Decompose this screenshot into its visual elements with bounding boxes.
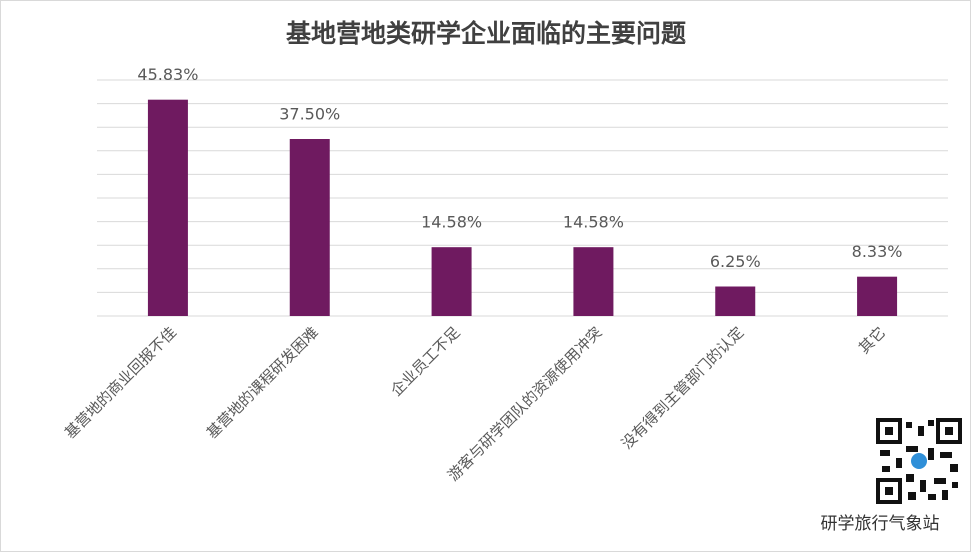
bar: [431, 247, 472, 316]
bar: [573, 247, 614, 316]
value-label: 8.33%: [852, 242, 903, 261]
value-label: 14.58%: [563, 213, 624, 232]
bar: [857, 276, 898, 316]
bar: [289, 139, 330, 316]
bar: [147, 99, 188, 316]
value-label: 14.58%: [421, 213, 482, 232]
value-label: 45.83%: [137, 65, 198, 84]
watermark: 研学旅行气象站: [821, 514, 940, 534]
value-label: 6.25%: [710, 252, 761, 271]
value-label: 37.50%: [279, 105, 340, 124]
chart-title: 基地营地类研学企业面临的主要问题: [286, 19, 686, 48]
bar: [715, 286, 756, 316]
qr-code: [876, 418, 962, 504]
